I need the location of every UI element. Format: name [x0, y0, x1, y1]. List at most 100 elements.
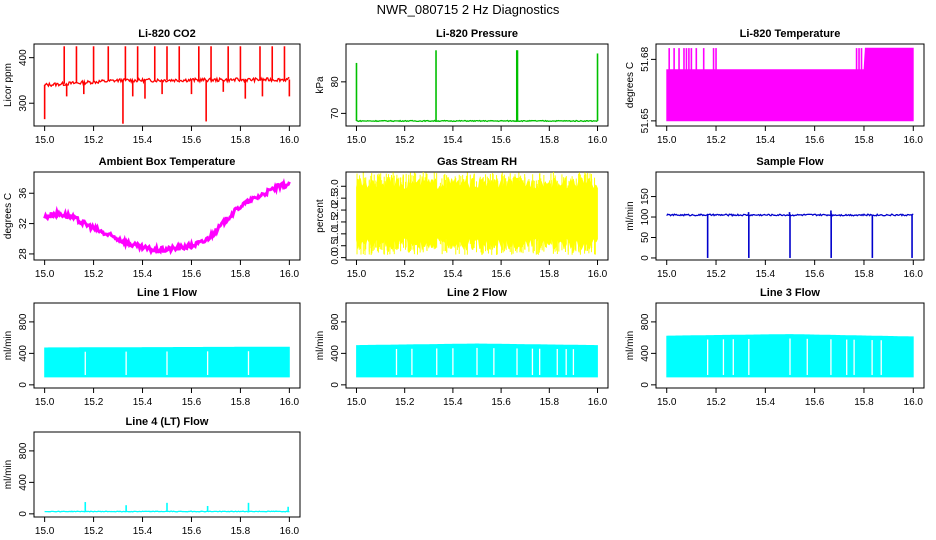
- x-tick-label: 15.4: [756, 269, 776, 280]
- panel-title: Line 3 Flow: [760, 287, 820, 299]
- y-tick-label: 800: [330, 313, 341, 330]
- y-tick-label: 1.0: [330, 226, 341, 240]
- y-tick-label: 400: [640, 345, 651, 362]
- x-tick-label: 15.2: [395, 135, 415, 146]
- y-tick-label: 0.5: [330, 238, 341, 252]
- x-tick-label: 15.6: [805, 135, 825, 146]
- x-tick-label: 15.0: [657, 397, 677, 408]
- x-tick-label: 16.0: [280, 526, 300, 537]
- plot-frame: [33, 171, 301, 261]
- panel-line1: Line 1 Flow ml/min 15.0 15.2 15.4 15.6 15.8 16.…: [3, 287, 301, 408]
- y-tick-label: 3.0: [330, 179, 341, 193]
- y-axis-label: ml/min: [3, 460, 14, 489]
- x-tick-label: 15.6: [182, 397, 202, 408]
- y-tick-label: 800: [18, 313, 29, 330]
- series-co2: [43, 46, 291, 124]
- x-tick-label: 15.0: [35, 135, 55, 146]
- panel-li_temp: Li-820 Temperature degrees C 15.0 15.2 15.4 1…: [625, 28, 925, 146]
- y-axis-label: percent: [315, 199, 326, 233]
- y-tick-label: 800: [640, 313, 651, 330]
- y-tick-label: 300: [18, 94, 29, 111]
- y-tick-label: 50: [640, 231, 651, 243]
- x-tick-label: 16.0: [904, 397, 924, 408]
- y-tick-label: 2.5: [330, 191, 341, 205]
- x-tick-label: 15.2: [395, 269, 415, 280]
- y-tick-label: 80: [330, 76, 341, 88]
- x-tick-label: 15.8: [854, 269, 874, 280]
- x-tick-label: 15.0: [347, 135, 367, 146]
- x-tick-label: 15.8: [231, 397, 251, 408]
- y-axis-label: Licor ppm: [3, 63, 14, 107]
- y-tick-label: 32: [18, 218, 29, 230]
- x-tick-label: 16.0: [588, 269, 608, 280]
- x-tick-label: 15.6: [491, 269, 511, 280]
- x-tick-label: 15.0: [35, 397, 55, 408]
- x-tick-label: 15.4: [443, 397, 463, 408]
- panel-title: Li-820 Temperature: [740, 28, 841, 40]
- x-tick-label: 15.0: [657, 135, 677, 146]
- plot-frame: [345, 171, 609, 261]
- y-tick-label: 0: [330, 382, 341, 388]
- panel-rh: Gas Stream RH percent 15.0 15.2 15.4 15.6 15.8…: [315, 156, 609, 280]
- panel-co2: Li-820 CO2 Licor ppm 15.0 15.2 15.4 15.6 15.8 1…: [3, 28, 301, 146]
- y-tick-label: 51.68: [640, 46, 651, 71]
- panel-box_temp: Ambient Box Temperature degrees C 15.0 15.2…: [3, 156, 301, 280]
- y-tick-label: 1.5: [330, 215, 341, 229]
- y-tick-label: 0.0: [330, 250, 341, 264]
- y-tick-label: 400: [18, 345, 29, 362]
- x-tick-label: 15.6: [805, 397, 825, 408]
- series-line1: [44, 346, 290, 378]
- series-sample_flow: [666, 210, 914, 258]
- x-tick-label: 16.0: [588, 397, 608, 408]
- series-line4: [44, 502, 290, 513]
- plot-frame: [655, 43, 925, 127]
- x-tick-label: 15.4: [133, 526, 153, 537]
- plot-frame: [655, 302, 925, 389]
- panel-title: Line 1 Flow: [137, 287, 197, 299]
- figure-title: NWR_080715 2 Hz Diagnostics: [377, 2, 560, 17]
- panel-title: Sample Flow: [756, 156, 824, 168]
- x-tick-label: 15.8: [540, 269, 560, 280]
- x-tick-label: 15.4: [133, 269, 153, 280]
- data-band: [666, 47, 914, 122]
- x-tick-label: 15.2: [395, 397, 415, 408]
- y-axis-label: ml/min: [315, 331, 326, 360]
- plot-frame: [33, 43, 301, 127]
- panel-title: Line 2 Flow: [447, 287, 507, 299]
- series-rh: [356, 172, 598, 256]
- x-tick-label: 15.6: [182, 269, 202, 280]
- panel-title: Line 4 (LT) Flow: [126, 416, 209, 428]
- x-tick-label: 16.0: [588, 135, 608, 146]
- plot-frame: [33, 302, 301, 389]
- x-tick-label: 15.4: [133, 135, 153, 146]
- data-line: [44, 76, 290, 88]
- x-tick-label: 15.2: [706, 135, 726, 146]
- y-tick-label: 400: [18, 49, 29, 66]
- x-tick-label: 15.0: [35, 526, 55, 537]
- series-line3: [666, 334, 914, 378]
- y-tick-label: 2.0: [330, 203, 341, 217]
- x-tick-label: 15.2: [84, 397, 104, 408]
- y-tick-label: 51.65: [640, 108, 651, 133]
- y-tick-label: 400: [18, 474, 29, 491]
- x-tick-label: 15.0: [347, 397, 367, 408]
- x-tick-label: 15.0: [657, 269, 677, 280]
- x-tick-label: 15.8: [231, 135, 251, 146]
- y-tick-label: 28: [18, 248, 29, 260]
- x-tick-label: 15.4: [756, 135, 776, 146]
- data-line: [43, 177, 291, 256]
- x-tick-label: 15.6: [182, 135, 202, 146]
- x-tick-label: 15.2: [706, 269, 726, 280]
- plot-frame: [345, 302, 609, 389]
- y-axis-label: ml/min: [625, 201, 636, 230]
- plot-frame: [655, 171, 925, 261]
- panel-title: Gas Stream RH: [437, 156, 517, 168]
- x-tick-label: 15.2: [84, 135, 104, 146]
- y-axis-label: degrees C: [625, 62, 636, 108]
- x-tick-label: 15.4: [443, 269, 463, 280]
- series-line2: [356, 343, 598, 378]
- y-axis-label: kPa: [315, 76, 326, 94]
- y-tick-label: 70: [330, 107, 341, 119]
- panel-title: Ambient Box Temperature: [99, 156, 236, 168]
